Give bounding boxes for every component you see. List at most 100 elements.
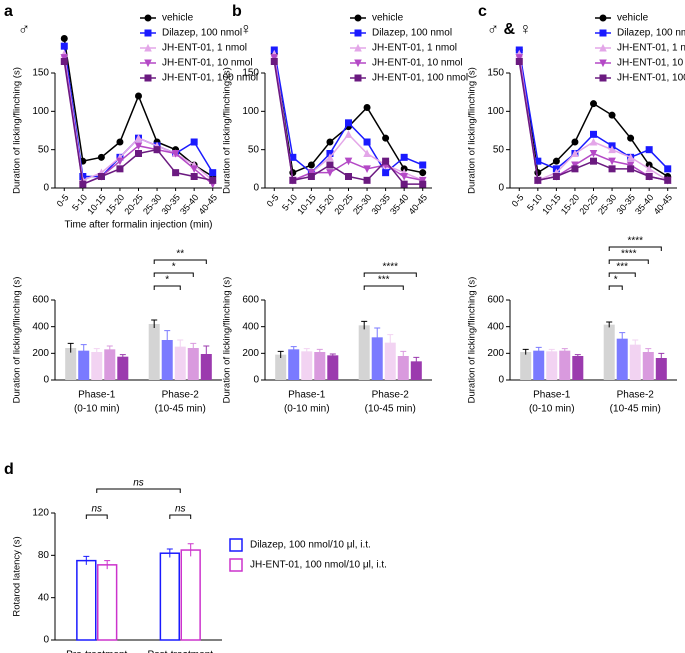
- x-tick-label: 20-25: [332, 192, 354, 216]
- x-tick-label: 30-35: [614, 192, 636, 216]
- point: [400, 153, 408, 161]
- sex-label: ♂ & ♀: [487, 21, 531, 38]
- significance-label: ***: [616, 262, 628, 273]
- point: [172, 169, 180, 177]
- bar: [314, 352, 326, 380]
- y-axis-label: Duration of licking/flinching (s): [467, 277, 478, 404]
- point: [608, 111, 616, 119]
- legend-swatch: [229, 538, 243, 552]
- point: [60, 58, 68, 65]
- significance-label: *: [614, 275, 618, 286]
- y-tick-label: 0: [498, 375, 504, 386]
- point: [79, 180, 87, 188]
- x-tick-label: 40-45: [197, 192, 219, 216]
- point: [571, 149, 579, 157]
- bar: [410, 361, 422, 380]
- point: [209, 176, 217, 184]
- bar: [161, 340, 173, 380]
- error-bar: [619, 332, 626, 345]
- legend-label: vehicle: [617, 13, 649, 24]
- x-axis-label: Time after formalin injection (min): [64, 220, 212, 231]
- x-tick-label: 10-15: [540, 192, 562, 216]
- point: [552, 173, 560, 180]
- point: [307, 161, 315, 169]
- y-tick-label: 0: [43, 375, 49, 386]
- bar: [533, 350, 545, 380]
- point: [134, 142, 143, 150]
- significance-label: *: [172, 262, 176, 273]
- point: [363, 165, 371, 173]
- significance-bracket: [363, 285, 404, 290]
- point: [190, 165, 198, 173]
- legend-label: Dilazep, 100 nmol: [162, 28, 242, 39]
- bar: [159, 552, 180, 641]
- point: [60, 35, 68, 42]
- error-bar: [548, 348, 555, 354]
- x-tick-label: 10-15: [85, 192, 107, 216]
- point: [419, 169, 427, 177]
- panel-label: b: [232, 3, 242, 20]
- y-tick-label: 600: [487, 295, 504, 306]
- point: [590, 130, 597, 138]
- bar: [104, 349, 116, 380]
- point: [418, 176, 427, 185]
- bar: [65, 348, 77, 380]
- point: [515, 54, 524, 62]
- legend-label: JH-ENT-01, 100 nmol: [372, 73, 468, 84]
- y-tick-label: 0: [43, 635, 49, 646]
- legend-label: JH-ENT-01, 100 nmol: [617, 73, 685, 84]
- legend-label: JH-ENT-01, 1 nmol: [372, 43, 457, 54]
- point: [270, 58, 278, 65]
- sex-label: ♂: [18, 21, 30, 38]
- bar: [78, 350, 90, 380]
- x-tick-label: 0-5: [55, 192, 71, 208]
- significance-label: *: [165, 275, 169, 286]
- legend-label: Dilazep, 100 nmol/10 μl, i.t.: [250, 540, 371, 551]
- significance-label: ns: [133, 478, 144, 489]
- y-tick-label: 400: [32, 321, 49, 332]
- legend-label: JH-ENT-01, 100 nmol/10 μl, i.t.: [250, 560, 387, 571]
- point: [645, 164, 653, 173]
- x-tick-sublabel: (10-45 min): [610, 404, 661, 415]
- error-bar: [374, 327, 381, 347]
- panel-label: c: [478, 3, 487, 20]
- bar: [603, 324, 615, 380]
- y-tick-label: 600: [32, 295, 49, 306]
- point: [608, 145, 616, 154]
- panel: c♂ & ♀ 0 50 100 150 Duration of licking/flinc…: [467, 3, 685, 216]
- point: [116, 165, 124, 173]
- significance-bracket: [153, 259, 207, 264]
- point: [326, 138, 334, 146]
- point: [599, 14, 607, 22]
- y-tick-label: 100: [32, 106, 49, 117]
- error-bar: [561, 348, 568, 353]
- point: [534, 176, 542, 184]
- point: [144, 29, 152, 37]
- significance-bracket: [153, 285, 181, 290]
- significance-bracket: [153, 272, 194, 277]
- point: [209, 169, 217, 177]
- x-tick-label: Phase-1: [78, 390, 116, 401]
- panel: 0 200 400 600 Duration of licking/flinching …: [222, 262, 432, 415]
- y-tick-label: 50: [248, 144, 260, 155]
- x-tick-label: Post-treatment: [147, 650, 213, 653]
- point: [354, 74, 362, 82]
- error-bar: [361, 320, 368, 330]
- x-tick-label: 15-20: [104, 192, 126, 216]
- point: [382, 134, 390, 142]
- significance-label: **: [176, 249, 184, 260]
- legend-label: JH-ENT-01, 100 nmol: [162, 73, 258, 84]
- legend-label: JH-ENT-01, 1 nmol: [617, 43, 685, 54]
- y-tick-label: 600: [242, 295, 259, 306]
- bar: [174, 346, 186, 380]
- point: [171, 150, 180, 158]
- y-axis-label: Duration of licking/flinching (s): [222, 67, 233, 194]
- x-tick-sublabel: (0-10 min): [529, 404, 575, 415]
- point: [608, 165, 616, 173]
- error-bar: [80, 344, 87, 357]
- point: [326, 153, 334, 161]
- point: [354, 59, 362, 68]
- point: [608, 157, 616, 166]
- point: [354, 43, 362, 52]
- significance-label: ***: [378, 275, 390, 286]
